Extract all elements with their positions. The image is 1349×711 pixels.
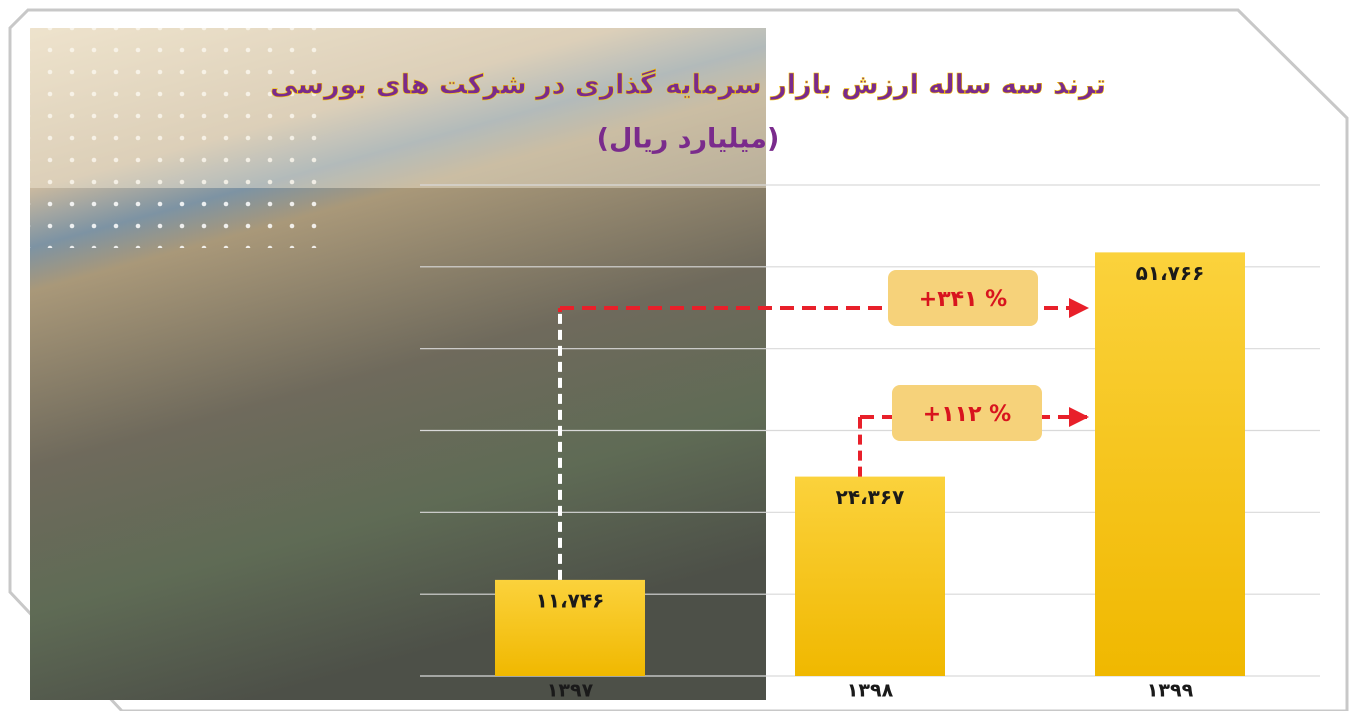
annotation-box — [888, 270, 1038, 326]
bar — [795, 476, 945, 676]
value-label: ۱۱،۷۴۶ — [536, 588, 605, 612]
chart-title: ترند سه ساله ارزش بازار سرمایه گذاری در … — [270, 69, 1106, 101]
annotation: +۳۴۱ % — [919, 287, 1007, 312]
value-label: ۲۴،۳۶۷ — [836, 485, 905, 509]
annotation: +۱۱۲ % — [923, 402, 1011, 427]
annotation-box — [892, 385, 1042, 441]
bar — [495, 579, 645, 676]
bar — [1095, 252, 1245, 676]
dot-pattern — [30, 28, 330, 248]
x-tick-label: ۱۳۹۸ — [847, 680, 894, 702]
photo-haze — [30, 28, 766, 188]
chart-subtitle: (میلیارد ریال) — [597, 124, 780, 155]
x-tick-label: ۱۳۹۷ — [547, 680, 594, 702]
x-tick-label: ۱۳۹۹ — [1147, 680, 1194, 702]
value-label: ۵۱،۷۶۶ — [1136, 261, 1205, 285]
